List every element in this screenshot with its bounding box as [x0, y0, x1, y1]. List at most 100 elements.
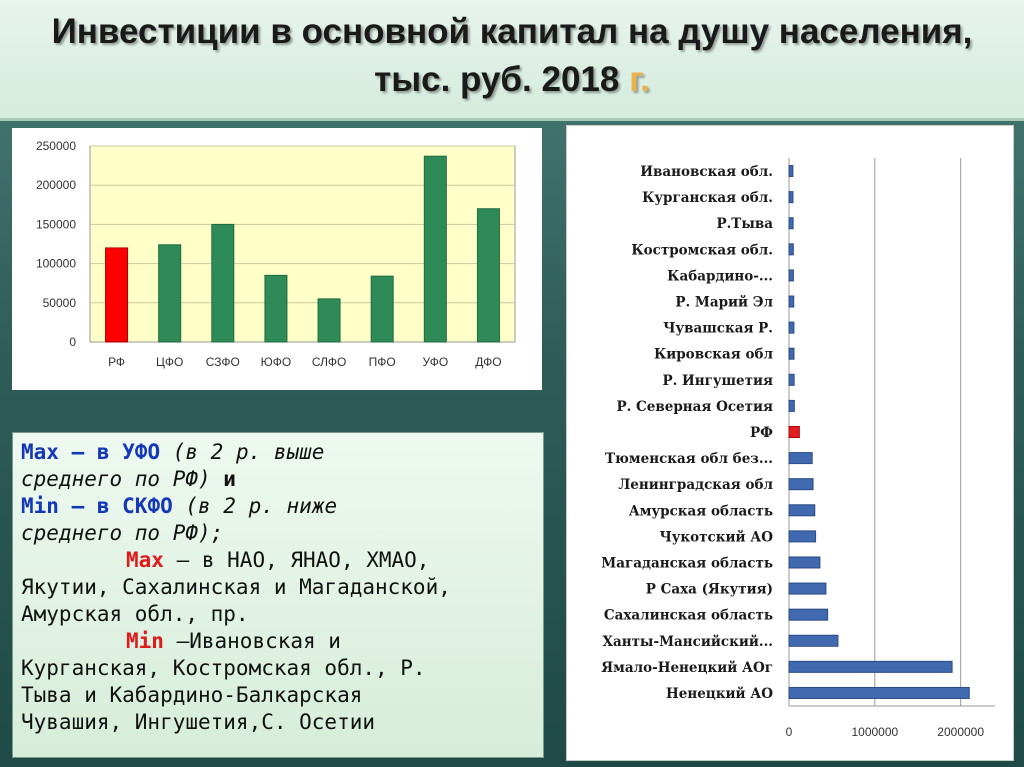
- min-note: (в 2 р. ниже: [172, 494, 338, 518]
- x-tick-label: 1000000: [851, 725, 898, 739]
- max-note: (в 2 р. выше: [160, 440, 325, 464]
- y-tick-label: Курганская обл.: [642, 190, 773, 206]
- title-band: Инвестиции в основной капитал на душу на…: [0, 0, 1024, 121]
- text-line-1: Max – в УФО (в 2 р. выше: [21, 439, 535, 466]
- slide-title-accent: г.: [629, 60, 650, 99]
- min-note-cont: среднего по РФ);: [21, 521, 224, 545]
- hbar-20: [788, 686, 970, 699]
- y-tick-label: 200000: [36, 178, 76, 192]
- x-tick-label: УФО: [422, 355, 448, 369]
- y-tick-label: Кабардино-...: [667, 268, 773, 284]
- y-tick-label: Р. Марий Эл: [675, 295, 773, 311]
- x-tick-label: 2000000: [937, 725, 984, 739]
- bar-chart: 0 50000 100000 150000 200000 250000 РФ ЦФО СЗФО Ю…: [36, 139, 516, 369]
- y-tick-label: Тюменская обл без...: [605, 451, 773, 467]
- y-tick-label: Кировская обл: [654, 347, 774, 363]
- y-tick-label: Р. Северная Осетия: [616, 399, 773, 415]
- hbar-17: [788, 608, 829, 621]
- hbar-0: [788, 165, 794, 178]
- y-tick-label: Костромская обл.: [631, 242, 773, 258]
- y-tick-label: 50000: [43, 296, 77, 310]
- x-tick-label: РФ: [108, 355, 125, 369]
- hbar-6: [788, 321, 795, 334]
- y-tick-label: Сахалинская область: [604, 608, 773, 624]
- x-tick-label: ДФО: [475, 355, 501, 369]
- y-tick-label: Ленинградская обл: [618, 477, 773, 493]
- text-line-5: Max – в НАО, ЯНАО, ХМАО,: [21, 547, 535, 574]
- text-line-9: Курганская, Костромская обл., Р.: [21, 656, 426, 680]
- max-subjects-list: – в НАО, ЯНАО, ХМАО,: [163, 548, 430, 572]
- x-tick-label: 0: [786, 725, 793, 739]
- x-tick-label: СЗФО: [206, 355, 240, 369]
- bar-СЛФО: [317, 298, 341, 343]
- hbar-4: [788, 269, 794, 282]
- y-tick-label: Р. Ингушетия: [662, 373, 773, 389]
- hbar-10: [788, 426, 800, 438]
- text-line-3: Min – в СКФО (в 2 р. ниже: [21, 493, 535, 520]
- text-line-7: Амурская обл., пр.: [21, 602, 249, 626]
- y-tick-label: 250000: [36, 139, 76, 153]
- bar-РФ: [105, 247, 129, 343]
- bar-УФО: [423, 155, 447, 343]
- text-line-10: Тыва и Кабардино-Балкарская: [21, 683, 363, 707]
- hbar-18: [788, 634, 839, 647]
- y-tick-label: Р.Тыва: [716, 216, 773, 232]
- bar-ЮФО: [264, 274, 288, 343]
- x-tick-label: СЛФО: [312, 355, 346, 369]
- hbar-11: [788, 452, 813, 465]
- slide-title: Инвестиции в основной капитал на душу на…: [40, 8, 984, 104]
- hbar-12: [788, 478, 814, 491]
- min-subjects-list: –Ивановская и: [163, 629, 341, 653]
- y-tick-label: 0: [69, 335, 76, 349]
- y-tick-label: Чувашская Р.: [663, 321, 773, 337]
- hbar-19: [788, 660, 953, 673]
- hbar-13: [788, 504, 816, 517]
- bar-ЦФО: [158, 244, 182, 343]
- y-tick-label: Чукотский АО: [659, 529, 773, 545]
- plot-area: [89, 145, 516, 343]
- hbar-8: [788, 373, 795, 386]
- x-tick-label: ПФО: [369, 355, 396, 369]
- hbar-chart-panel: 0 1000000 2000000 Ивановская обл. Курганская…: [566, 125, 1014, 761]
- bar-СЗФО: [211, 223, 235, 343]
- y-tick-label: Амурская область: [629, 503, 773, 519]
- hbar-5: [788, 295, 795, 308]
- bar-chart-panel: 0 50000 100000 150000 200000 250000 РФ ЦФО СЗФО Ю…: [12, 128, 542, 390]
- and-word: и: [210, 467, 236, 491]
- max-subjects-label: Max: [126, 548, 164, 572]
- min-region: – в СКФО: [58, 494, 173, 518]
- min-subjects-label: Min: [126, 629, 164, 653]
- hbar-3: [788, 243, 794, 256]
- max-label: Max: [21, 440, 59, 464]
- hbar-14: [788, 530, 817, 543]
- min-label: Min: [21, 494, 59, 518]
- hbar-2: [788, 217, 794, 230]
- y-tick-label: Ямало-Ненецкий АОг: [601, 660, 773, 676]
- x-tick-label: ЦФО: [156, 355, 183, 369]
- y-tick-label: 100000: [36, 257, 76, 271]
- y-tick-label: 150000: [36, 217, 76, 231]
- text-line-2: среднего по РФ) и: [21, 466, 535, 493]
- text-line-8: Min –Ивановская и: [21, 628, 535, 655]
- y-tick-label: Магаданская область: [601, 555, 773, 571]
- x-tick-label: ЮФО: [261, 355, 292, 369]
- hbar-chart: 0 1000000 2000000 Ивановская обл. Курганская…: [601, 158, 995, 739]
- text-line-11: Чувашия, Ингушетия,С. Осетии: [21, 710, 376, 734]
- y-tick-label: Ханты-Мансийский...: [602, 634, 773, 650]
- text-line-6: Якутии, Сахалинская и Магаданской,: [21, 575, 451, 599]
- hbar-15: [788, 556, 821, 569]
- slide-title-text: Инвестиции в основной капитал на душу на…: [51, 12, 973, 99]
- y-tick-label: Ивановская обл.: [640, 164, 773, 180]
- summary-text-box: Max – в УФО (в 2 р. выше среднего по РФ)…: [12, 432, 544, 758]
- hbar-1: [788, 191, 794, 204]
- bar-ПФО: [370, 275, 394, 343]
- hbar-7: [788, 347, 795, 360]
- max-region: – в УФО: [58, 440, 161, 464]
- y-tick-label: Ненецкий АО: [666, 686, 773, 702]
- hbar-9: [788, 399, 795, 412]
- y-tick-label: РФ: [750, 425, 773, 441]
- bar-ДФО: [476, 208, 500, 343]
- y-tick-label: Р Саха (Якутия): [646, 582, 773, 598]
- hbar-16: [788, 582, 827, 595]
- max-note-cont: среднего по РФ): [21, 467, 211, 491]
